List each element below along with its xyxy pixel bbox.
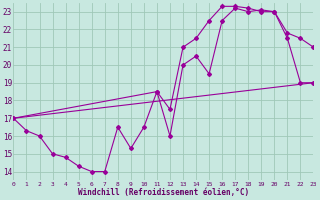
- X-axis label: Windchill (Refroidissement éolien,°C): Windchill (Refroidissement éolien,°C): [78, 188, 249, 197]
